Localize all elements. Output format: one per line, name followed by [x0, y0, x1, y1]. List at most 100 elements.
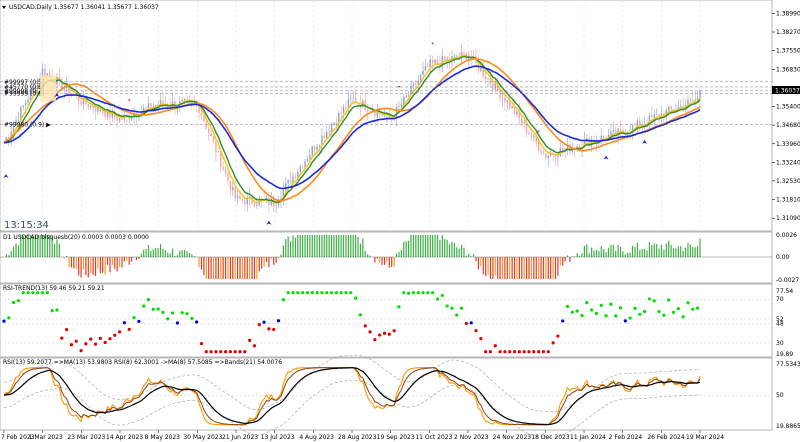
candle-body [403, 96, 405, 105]
rsi-trend-dot [228, 350, 232, 354]
histogram-header: D1 USDCAD blsquesb(20) 0.0003 0.0003 0.0… [3, 234, 149, 241]
candle-body [32, 86, 34, 91]
candle-body [111, 111, 114, 118]
rsi-panel[interactable]: RSI(13) 59.2077 =>MA(13) 53.9803 RSI(8) … [0, 354, 800, 438]
candle-body [58, 77, 61, 79]
highlight-box [40, 75, 56, 102]
time-tick-label: 18 Dec 2023 [531, 434, 570, 441]
candle-body [446, 58, 448, 61]
rsi-trend-dot [354, 296, 358, 300]
candle-body [653, 114, 655, 118]
candle-body [506, 100, 509, 103]
rsi-trend-dot [36, 291, 40, 295]
rsi-trend-dot [252, 344, 257, 348]
rsi-trend-dot [7, 316, 11, 320]
candle-body [145, 107, 147, 108]
rsi-trend-dot [373, 338, 377, 342]
histogram-panel[interactable]: D1 USDCAD blsquesb(20) 0.0003 0.0003 0.0… [0, 231, 799, 284]
rsi-trend-dot [146, 297, 151, 302]
candle-body [188, 99, 191, 101]
level-label: #99980 (0.9) ▶ [4, 122, 51, 129]
candle-body [241, 199, 244, 201]
dropdown-icon[interactable] [2, 6, 6, 9]
rsi-trend-dot [590, 308, 594, 312]
signal-arrow-icon [266, 220, 272, 225]
candle-body [215, 141, 217, 153]
rsi-trend-axis-label: 19.89 [776, 351, 793, 358]
candle-body [499, 90, 501, 99]
candle-body [246, 197, 248, 205]
candle-body [410, 85, 412, 95]
candle-body [80, 101, 82, 105]
candle-body [480, 68, 482, 71]
rsi-trend-dot [484, 350, 488, 354]
candle-body [687, 100, 689, 106]
rsi-trend-dot [262, 320, 266, 324]
rsi-trend-dot [517, 350, 521, 354]
candle-body [513, 106, 516, 115]
candle-body [460, 52, 463, 58]
rsi-trend-dot [166, 317, 170, 321]
candle-body [689, 99, 692, 101]
rsi-trend-dot [416, 291, 420, 295]
rsi-trend-dot [21, 291, 25, 295]
rsi-trend-dot [60, 336, 64, 340]
rsi-trend-dot [257, 323, 261, 327]
candle-body [92, 105, 94, 109]
rsi-trend-dot [103, 340, 107, 345]
rsi-trend-dot [561, 319, 565, 323]
candle-body [44, 68, 46, 76]
rsi-trend-dot [604, 314, 608, 318]
candle-body [121, 118, 123, 120]
candle-body [482, 68, 484, 77]
candle-body [429, 59, 431, 67]
signal-arrow-icon [3, 174, 9, 178]
level-label: #99998 (0.7) [4, 88, 44, 95]
rsi-trend-dot [397, 305, 401, 309]
candle-body [116, 117, 118, 121]
candle-body [222, 167, 224, 170]
rsi-trend-dot [455, 313, 459, 317]
candle-body [224, 169, 227, 173]
candle-body [181, 100, 183, 102]
rsi-trend-dot [575, 309, 579, 313]
price-axis[interactable]: 1.38990 1.38270 1.37550 1.36830 1.35400 1.346… [772, 10, 800, 222]
candle-body [489, 78, 492, 84]
rsi-trend-dot [2, 319, 6, 323]
price-tick-label: 1.31090 [776, 215, 800, 222]
candle-body [554, 154, 557, 158]
level-lines [0, 81, 772, 125]
rsi-trend-dot [406, 291, 411, 295]
rsi-trend-dot [527, 350, 531, 354]
time-tick-label: 11 Jan 2024 [570, 434, 606, 441]
candle-body [434, 59, 436, 63]
candle-body [354, 97, 357, 103]
candle-body [557, 156, 559, 158]
rsi-trend-dot [479, 336, 483, 341]
level-labels: #99997 (0.5)#45770 (0.6)#99998 (0.7)#999… [4, 75, 56, 129]
main-chart-panel[interactable]: #99997 (0.5)#45770 (0.6)#99998 (0.7)#999… [0, 0, 800, 232]
candle-body [321, 135, 323, 146]
rsi-trend-axis-label: 52 [776, 316, 784, 323]
rsi-trend-dot [98, 336, 102, 340]
rsi-trend-dot [195, 320, 199, 324]
candle-body [692, 99, 694, 102]
candle-body [487, 78, 489, 80]
main-header: USDCAD,Daily 1.35677 1.36041 1.35677 1.3… [9, 4, 159, 11]
candle-body [509, 100, 511, 109]
rsi-trend-dot [628, 316, 632, 320]
candle-body [24, 102, 27, 106]
candle-body [374, 111, 376, 116]
rsi-trend-dot [93, 342, 98, 346]
trend-ma-line [3, 65, 701, 190]
candle-body [419, 75, 422, 81]
candle-body [680, 105, 682, 107]
candle-body [155, 105, 157, 107]
rsi-trend-dot [199, 341, 204, 346]
rsi-trend-dot [180, 311, 184, 315]
candle-body [670, 106, 672, 110]
rsi-trend-dot [392, 329, 396, 333]
